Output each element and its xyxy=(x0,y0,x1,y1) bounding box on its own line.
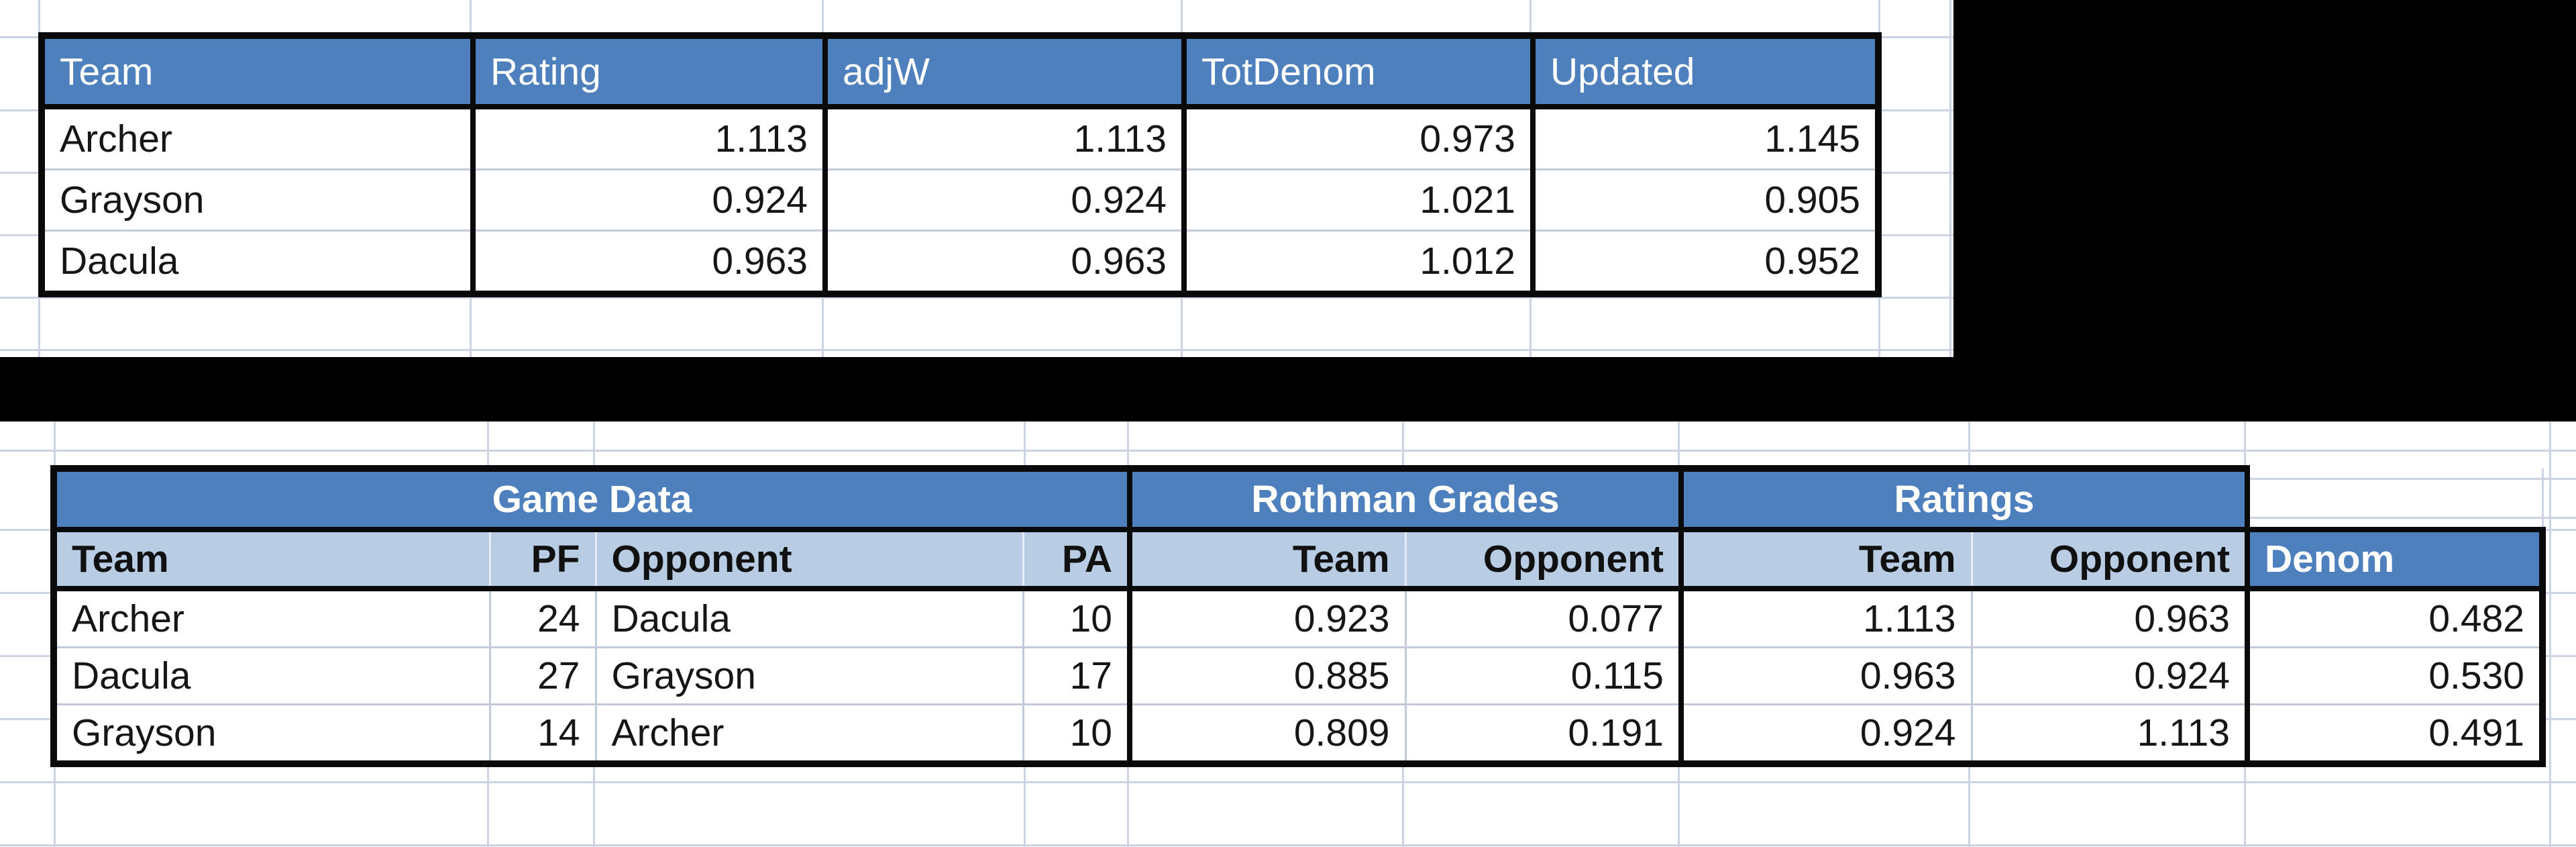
cell-team[interactable]: Grayson xyxy=(38,169,476,232)
cell-adjw[interactable]: 1.113 xyxy=(822,107,1187,170)
cell-updated[interactable]: 1.145 xyxy=(1530,107,1882,170)
gridline xyxy=(1878,0,1880,357)
subheader-pa[interactable]: PA xyxy=(1023,530,1132,591)
cell-grade-team[interactable]: 0.809 xyxy=(1130,704,1407,767)
cell-pf[interactable]: 24 xyxy=(490,589,597,648)
subheader-grades-opponent[interactable]: Opponent xyxy=(1405,530,1684,591)
table-row: Archer 24 Dacula 10 0.923 0.077 1.113 0.… xyxy=(50,589,2546,648)
gridline xyxy=(0,450,2576,452)
subheader-grades-team[interactable]: Team xyxy=(1130,530,1407,591)
group-header-ratings[interactable]: Ratings xyxy=(1681,465,2250,532)
subheader-ratings-opponent[interactable]: Opponent xyxy=(1972,530,2250,591)
group-header-row: Game Data Rothman Grades Ratings xyxy=(50,465,2544,532)
cell-totdenom[interactable]: 0.973 xyxy=(1181,107,1536,170)
gridline xyxy=(1949,0,1951,357)
cell-adjw[interactable]: 0.924 xyxy=(822,169,1187,232)
gridline xyxy=(2549,421,2551,847)
cell-grade-opponent[interactable]: 0.191 xyxy=(1405,704,1684,767)
subheader-denom[interactable]: Denom xyxy=(2247,527,2546,591)
cell-rating-team[interactable]: 0.924 xyxy=(1681,704,1973,767)
gridline xyxy=(0,349,1953,351)
table-header-row: Team Rating adjW TotDenom Updated xyxy=(38,32,1882,109)
cell-totdenom[interactable]: 1.012 xyxy=(1181,230,1536,297)
gridline xyxy=(38,0,40,357)
cell-grade-team[interactable]: 0.885 xyxy=(1130,647,1407,705)
group-header-game-data[interactable]: Game Data xyxy=(50,465,1132,532)
sub-header-row: Team PF Opponent PA Team Opponent Team O… xyxy=(50,527,2546,591)
table-row: Archer 1.113 1.113 0.973 1.145 xyxy=(38,107,1882,170)
empty-cell-above-denom xyxy=(2247,468,2544,532)
cell-grade-team[interactable]: 0.923 xyxy=(1130,589,1407,648)
cell-team[interactable]: Archer xyxy=(50,589,491,648)
table-row: Grayson 0.924 0.924 1.021 0.905 xyxy=(38,169,1882,232)
cell-updated[interactable]: 0.952 xyxy=(1530,230,1882,297)
gridline xyxy=(0,844,2576,846)
cell-pf[interactable]: 27 xyxy=(490,647,597,705)
cell-denom[interactable]: 0.530 xyxy=(2247,647,2546,705)
group-header-rothman-grades[interactable]: Rothman Grades xyxy=(1130,465,1684,532)
header-cell-totdenom[interactable]: TotDenom xyxy=(1181,32,1536,109)
cell-team[interactable]: Archer xyxy=(38,107,476,170)
cell-pa[interactable]: 17 xyxy=(1023,647,1132,705)
cell-rating-team[interactable]: 1.113 xyxy=(1681,589,1973,648)
ratings-summary-table: Team Rating adjW TotDenom Updated Archer… xyxy=(38,32,1882,297)
gridline xyxy=(0,781,2576,783)
cell-rating-opponent[interactable]: 0.924 xyxy=(1972,647,2250,705)
cell-team[interactable]: Grayson xyxy=(50,704,491,767)
cell-adjw[interactable]: 0.963 xyxy=(822,230,1187,297)
subheader-opponent[interactable]: Opponent xyxy=(596,530,1024,591)
header-cell-adjw[interactable]: adjW xyxy=(822,32,1187,109)
cell-rating-team[interactable]: 0.963 xyxy=(1681,647,1973,705)
cell-rating[interactable]: 0.924 xyxy=(470,169,828,232)
redaction-band-middle xyxy=(0,357,2576,421)
cell-totdenom[interactable]: 1.021 xyxy=(1181,169,1536,232)
cell-rating-opponent[interactable]: 0.963 xyxy=(1972,589,2250,648)
cell-grade-opponent[interactable]: 0.077 xyxy=(1405,589,1684,648)
cell-grade-opponent[interactable]: 0.115 xyxy=(1405,647,1684,705)
cell-opponent[interactable]: Grayson xyxy=(596,647,1024,705)
cell-opponent[interactable]: Archer xyxy=(596,704,1024,767)
subheader-pf[interactable]: PF xyxy=(490,530,597,591)
cell-pf[interactable]: 14 xyxy=(490,704,597,767)
cell-denom[interactable]: 0.482 xyxy=(2247,589,2546,648)
subheader-ratings-team[interactable]: Team xyxy=(1681,530,1973,591)
cell-pa[interactable]: 10 xyxy=(1023,704,1132,767)
redaction-block-top-right xyxy=(1953,0,2576,357)
header-cell-updated[interactable]: Updated xyxy=(1530,32,1882,109)
table-row: Grayson 14 Archer 10 0.809 0.191 0.924 1… xyxy=(50,704,2546,767)
cell-pa[interactable]: 10 xyxy=(1023,589,1132,648)
cell-opponent[interactable]: Dacula xyxy=(596,589,1024,648)
gridline xyxy=(0,297,1953,299)
cell-rating[interactable]: 1.113 xyxy=(470,107,828,170)
game-data-table: Game Data Rothman Grades Ratings Team PF… xyxy=(50,465,2546,767)
cell-rating[interactable]: 0.963 xyxy=(470,230,828,297)
cell-denom[interactable]: 0.491 xyxy=(2247,704,2546,767)
header-cell-team[interactable]: Team xyxy=(38,32,476,109)
table-row: Dacula 0.963 0.963 1.012 0.952 xyxy=(38,230,1882,297)
header-cell-rating[interactable]: Rating xyxy=(470,32,828,109)
cell-team[interactable]: Dacula xyxy=(50,647,491,705)
subheader-team[interactable]: Team xyxy=(50,530,491,591)
cell-updated[interactable]: 0.905 xyxy=(1530,169,1882,232)
cell-rating-opponent[interactable]: 1.113 xyxy=(1972,704,2250,767)
cell-team[interactable]: Dacula xyxy=(38,230,476,297)
table-row: Dacula 27 Grayson 17 0.885 0.115 0.963 0… xyxy=(50,647,2546,705)
